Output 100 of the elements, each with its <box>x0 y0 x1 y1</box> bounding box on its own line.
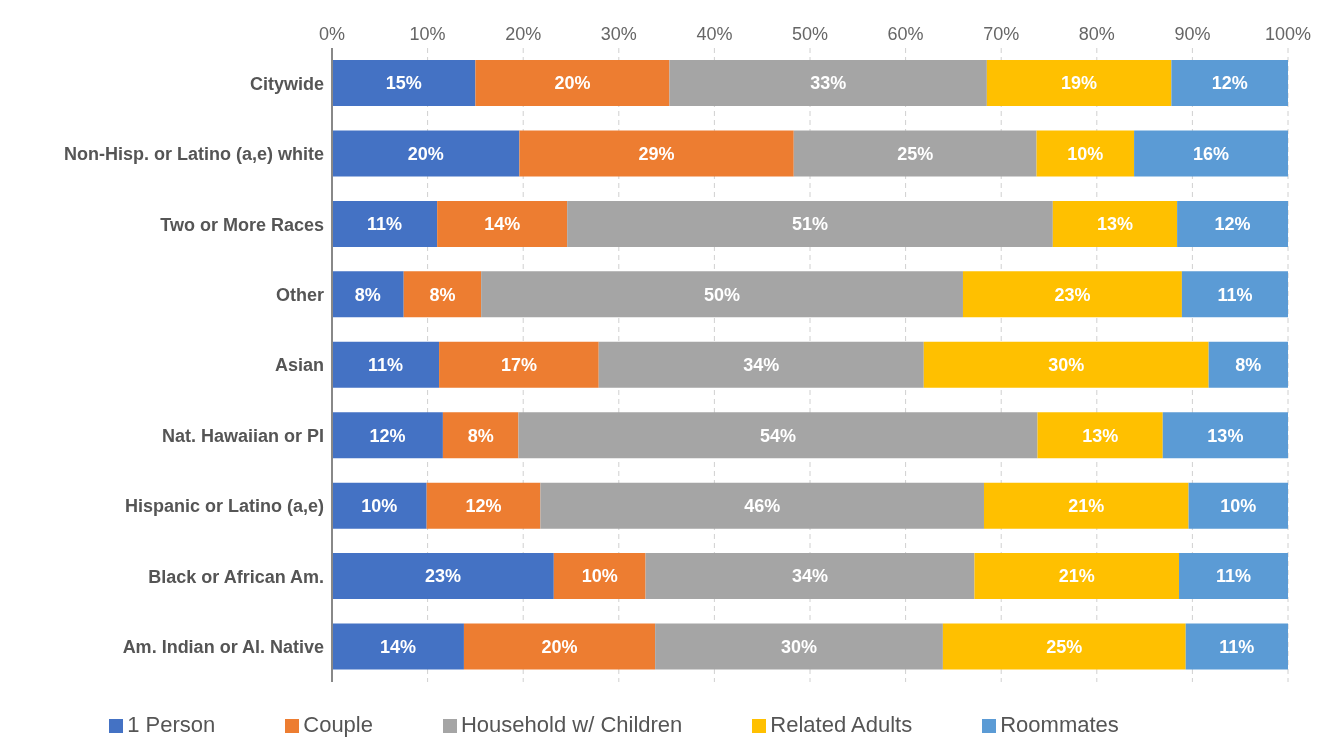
bar <box>793 130 1037 177</box>
data-label: 17% <box>500 355 537 376</box>
data-label: 13% <box>1082 425 1119 446</box>
bar <box>1052 200 1178 247</box>
data-label: 20% <box>541 636 578 657</box>
data-label: 12% <box>369 425 406 446</box>
data-label: 11% <box>1219 636 1255 657</box>
bar <box>655 623 943 670</box>
data-label: 25% <box>1046 636 1083 657</box>
data-label: 30% <box>780 636 818 657</box>
data-label: 14% <box>379 636 416 657</box>
bar <box>332 130 520 177</box>
data-label: 8% <box>467 425 494 446</box>
bar <box>437 200 568 247</box>
data-label: 11% <box>1217 284 1253 305</box>
bar <box>1185 623 1288 670</box>
bar <box>986 60 1172 106</box>
data-label: 50% <box>704 284 741 305</box>
data-label: 30% <box>1048 355 1085 376</box>
data-label: 23% <box>424 566 461 587</box>
data-label: 10% <box>1067 143 1104 164</box>
y-tick-label: Asian <box>274 355 324 376</box>
x-tick-label: 50% <box>791 24 829 44</box>
y-tick-label: Am. Indian or Al. Native <box>122 637 324 658</box>
data-label: 10% <box>1220 495 1257 516</box>
bar <box>332 271 404 318</box>
data-label: 54% <box>759 425 796 446</box>
y-tick-label: Other <box>275 284 324 305</box>
legend-label: Roommates <box>1000 712 1119 737</box>
data-label: 13% <box>1096 214 1133 235</box>
x-tick-label: 0% <box>318 24 346 44</box>
bar <box>332 482 427 529</box>
data-label: 14% <box>484 214 521 235</box>
x-tick-label: 80% <box>1078 24 1115 44</box>
bar <box>332 60 476 106</box>
bar <box>518 412 1038 459</box>
x-tick-label: 40% <box>696 24 733 44</box>
y-tick-label: Citywide <box>249 73 324 94</box>
bar <box>669 60 987 106</box>
x-tick-label: 20% <box>505 24 542 44</box>
bar <box>962 271 1182 318</box>
data-label: 8% <box>354 284 381 305</box>
x-tick-label: 70% <box>983 24 1020 44</box>
x-tick-label: 90% <box>1174 24 1211 44</box>
bar <box>1037 412 1163 459</box>
bar <box>974 553 1180 600</box>
bar <box>942 623 1186 670</box>
data-label: 46% <box>744 495 781 516</box>
bar <box>426 482 541 529</box>
legend-label: Related Adults <box>770 712 913 737</box>
data-label: 12% <box>1214 214 1251 235</box>
y-tick-label: Non-Hisp. or Latino (a,e) white <box>64 144 324 165</box>
data-label: 25% <box>897 143 934 164</box>
legend-label: Couple <box>303 712 373 737</box>
x-tick-label: 60% <box>887 24 924 44</box>
bar <box>1188 482 1288 529</box>
bar <box>1179 553 1288 600</box>
bar <box>1171 60 1288 106</box>
bar <box>332 553 554 600</box>
bar <box>332 341 440 388</box>
bar <box>1036 130 1135 177</box>
x-tick-label: 100% <box>1264 24 1312 44</box>
y-tick-label: Two or More Races <box>160 214 324 235</box>
data-label: 34% <box>791 566 829 587</box>
bar <box>481 271 963 318</box>
data-label: 19% <box>1061 73 1098 94</box>
data-label: 12% <box>1211 73 1248 94</box>
data-label: 13% <box>1207 425 1244 446</box>
x-tick-label: 10% <box>409 24 446 44</box>
legend-label: 1 Person <box>127 712 216 737</box>
data-label: 34% <box>743 355 780 376</box>
bar <box>403 271 482 318</box>
y-tick-label: Nat. Hawaiian or PI <box>161 425 324 446</box>
bar <box>567 200 1053 247</box>
bar <box>332 200 438 247</box>
data-label: 11% <box>368 355 404 376</box>
data-label: 15% <box>385 73 422 94</box>
data-label: 33% <box>810 73 847 94</box>
data-label: 8% <box>429 284 456 305</box>
data-label: 16% <box>1193 143 1230 164</box>
data-label: 20% <box>554 73 591 94</box>
bar <box>439 341 599 388</box>
data-label: 51% <box>791 214 829 235</box>
data-label: 21% <box>1058 566 1095 587</box>
data-label: 21% <box>1068 495 1105 516</box>
data-label: 20% <box>407 143 444 164</box>
bar <box>519 130 794 177</box>
bar <box>598 341 924 388</box>
data-label: 11% <box>1215 566 1252 587</box>
bar <box>463 623 656 670</box>
bar <box>1177 200 1288 247</box>
bar <box>540 482 984 529</box>
data-label: 12% <box>465 495 502 516</box>
bar <box>332 623 464 670</box>
bar <box>475 60 670 106</box>
legend-label: Household w/ Children <box>460 712 683 737</box>
bar <box>1134 130 1288 177</box>
bar <box>1181 271 1288 318</box>
bar <box>983 482 1189 529</box>
data-label: 10% <box>361 495 398 516</box>
